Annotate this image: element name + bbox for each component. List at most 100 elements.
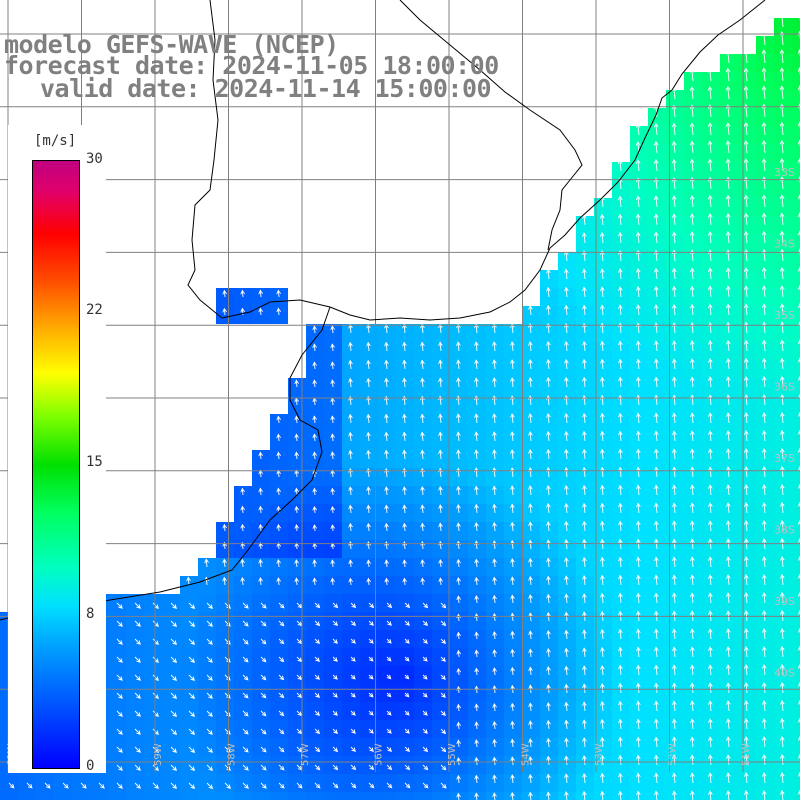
wind-arrow bbox=[779, 357, 785, 370]
wind-cell bbox=[396, 792, 414, 800]
wind-arrow bbox=[402, 341, 407, 352]
wind-arrow bbox=[116, 638, 123, 645]
wind-arrow bbox=[636, 448, 641, 460]
wind-arrow bbox=[332, 638, 338, 644]
wind-arrow bbox=[636, 736, 641, 748]
wind-arrow bbox=[654, 574, 659, 586]
wind-arrow bbox=[294, 524, 300, 532]
wind-cell bbox=[126, 792, 144, 800]
wind-cell bbox=[432, 792, 450, 800]
wind-arrow bbox=[618, 412, 623, 424]
wind-arrow bbox=[404, 710, 410, 716]
wind-arrow bbox=[779, 67, 785, 82]
wind-arrow bbox=[564, 593, 569, 604]
wind-arrow bbox=[438, 431, 443, 442]
wind-arrow bbox=[368, 638, 374, 644]
wind-arrow bbox=[690, 592, 695, 604]
wind-arrow bbox=[617, 159, 623, 172]
wind-cell bbox=[414, 792, 432, 800]
wind-cell bbox=[342, 792, 360, 800]
wind-arrow bbox=[366, 323, 371, 334]
wind-arrow bbox=[350, 602, 357, 609]
wind-cell bbox=[792, 54, 800, 72]
wind-arrow bbox=[240, 505, 245, 514]
wind-arrow bbox=[420, 377, 425, 388]
wind-arrow bbox=[294, 577, 299, 586]
wind-arrow bbox=[152, 728, 159, 735]
wind-cell bbox=[288, 792, 306, 800]
wind-arrow bbox=[618, 430, 623, 442]
wind-arrow bbox=[116, 746, 123, 753]
wind-cell bbox=[36, 792, 54, 800]
wind-arrow bbox=[224, 782, 231, 789]
colorbar-tick-22: 22 bbox=[86, 302, 103, 318]
wind-cell bbox=[792, 216, 800, 234]
wind-arrow bbox=[152, 764, 159, 771]
wind-arrow bbox=[348, 413, 353, 424]
wind-arrow bbox=[671, 231, 677, 244]
longitude-label: 53W bbox=[594, 743, 605, 766]
wind-arrow bbox=[653, 231, 659, 244]
wind-arrow bbox=[582, 484, 587, 496]
wind-arrow bbox=[510, 413, 515, 424]
wind-arrow bbox=[134, 656, 141, 663]
latitude-label: 40S bbox=[774, 667, 795, 680]
wind-arrow bbox=[744, 790, 749, 800]
wind-arrow bbox=[528, 630, 533, 640]
wind-arrow bbox=[600, 358, 605, 370]
wind-arrow bbox=[780, 699, 785, 712]
wind-arrow bbox=[386, 620, 392, 626]
wind-arrow bbox=[779, 139, 785, 154]
wind-arrow bbox=[224, 692, 231, 699]
wind-arrow bbox=[618, 682, 623, 694]
wind-arrow bbox=[744, 628, 749, 640]
wind-arrow bbox=[653, 267, 659, 280]
wind-arrow bbox=[474, 558, 479, 568]
wind-arrow bbox=[636, 664, 641, 676]
wind-arrow bbox=[762, 591, 767, 604]
wind-arrow bbox=[510, 377, 515, 388]
wind-arrow bbox=[761, 339, 767, 352]
wind-arrow bbox=[386, 710, 392, 716]
wind-arrow bbox=[492, 431, 497, 442]
wind-arrow bbox=[510, 774, 515, 784]
wind-arrow bbox=[152, 620, 159, 627]
wind-arrow bbox=[314, 746, 321, 753]
wind-arrow bbox=[386, 782, 393, 789]
wind-arrow bbox=[186, 576, 191, 586]
wind-arrow bbox=[276, 415, 281, 424]
wind-arrow bbox=[689, 194, 695, 208]
wind-arrow bbox=[278, 674, 285, 681]
wind-arrow bbox=[492, 594, 497, 604]
wind-arrow bbox=[420, 485, 425, 496]
wind-arrow bbox=[636, 285, 641, 298]
wind-arrow bbox=[582, 520, 587, 532]
wind-arrow bbox=[582, 466, 587, 478]
wind-arrow bbox=[258, 505, 263, 514]
wind-arrow bbox=[707, 67, 713, 82]
wind-arrow bbox=[312, 415, 317, 424]
wind-arrow bbox=[600, 754, 605, 766]
wind-arrow bbox=[672, 466, 677, 478]
wind-arrow bbox=[618, 376, 623, 388]
wind-arrow bbox=[600, 538, 605, 550]
wind-arrow bbox=[600, 736, 605, 748]
wind-arrow bbox=[296, 638, 303, 645]
wind-arrow bbox=[456, 631, 461, 640]
wind-arrow bbox=[671, 267, 677, 280]
wind-arrow bbox=[654, 376, 659, 388]
wind-arrow bbox=[780, 735, 785, 748]
wind-arrow bbox=[636, 466, 641, 478]
wind-arrow bbox=[636, 358, 641, 370]
latitude-label: 36S bbox=[774, 381, 795, 394]
wind-arrow bbox=[438, 413, 443, 424]
wind-arrow bbox=[689, 231, 695, 244]
wind-arrow bbox=[654, 754, 659, 766]
wind-arrow bbox=[618, 646, 623, 658]
wind-arrow bbox=[618, 772, 623, 784]
wind-arrow bbox=[456, 667, 462, 676]
wind-arrow bbox=[258, 451, 263, 460]
wind-arrow bbox=[743, 139, 749, 154]
wind-arrow bbox=[492, 667, 497, 676]
wind-arrow bbox=[492, 485, 497, 496]
